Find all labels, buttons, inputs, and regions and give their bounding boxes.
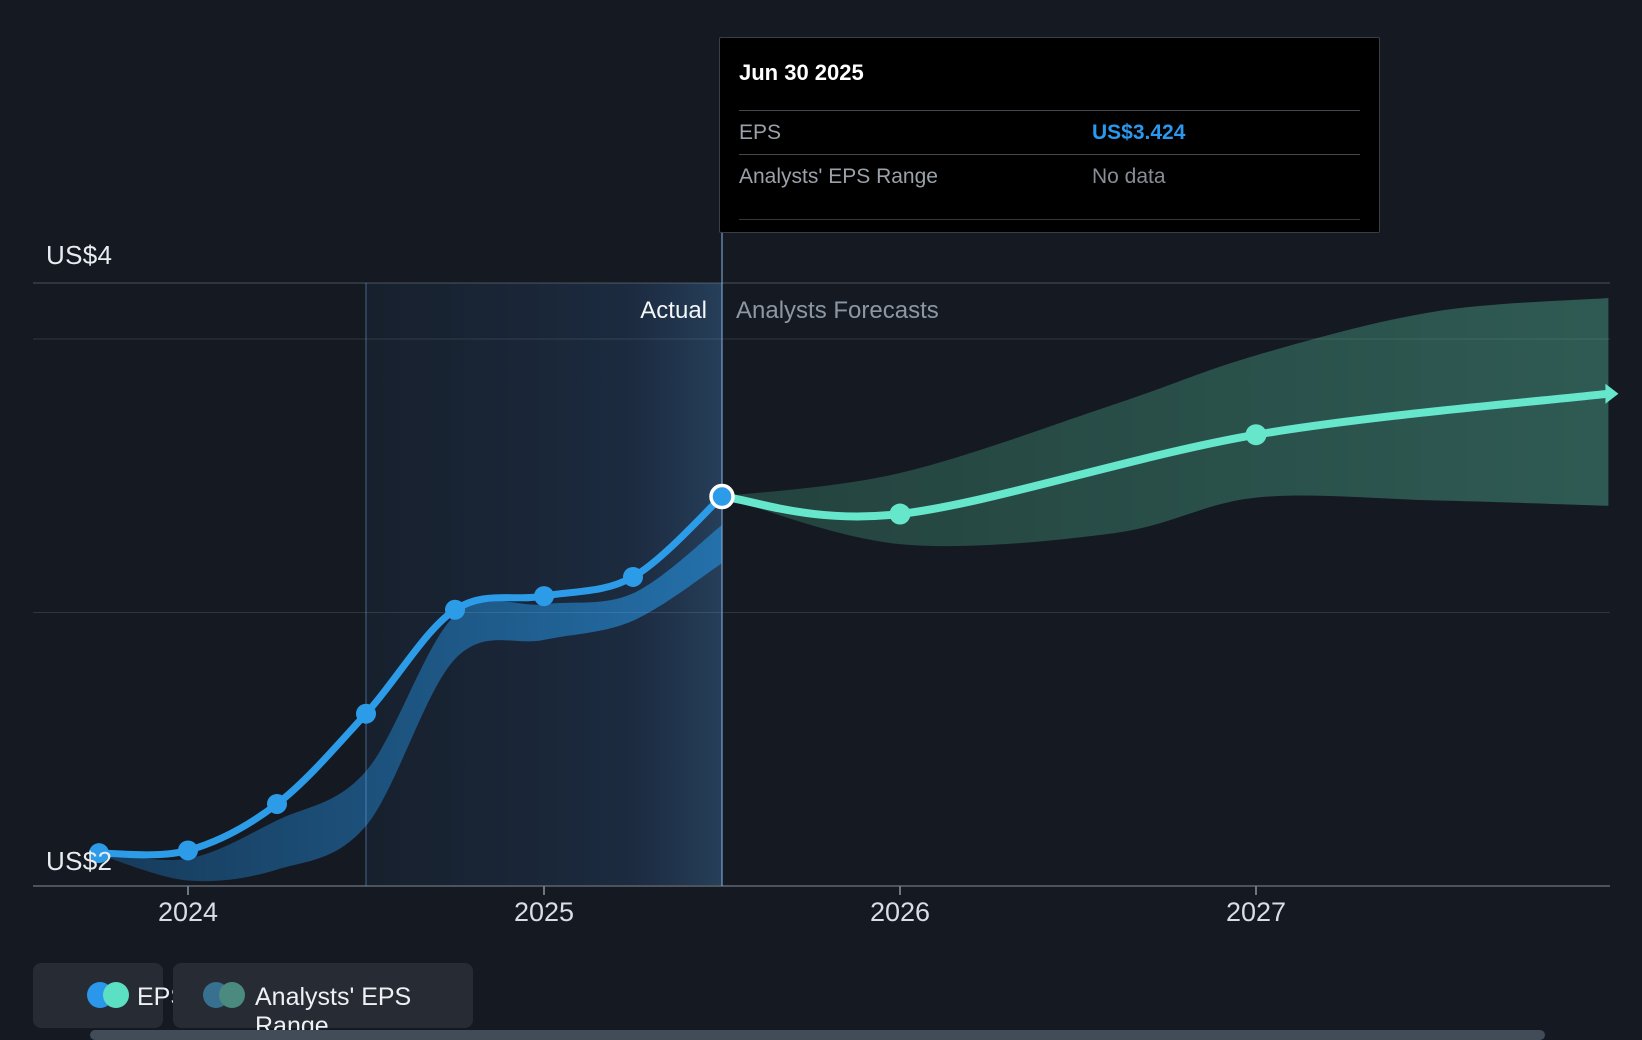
x-axis-label-2025: 2025	[513, 897, 575, 927]
actual-data-point	[267, 793, 287, 814]
forecast-data-point	[889, 503, 911, 525]
legend-toggle-eps-range[interactable]: Analysts' EPS Range	[173, 963, 473, 1040]
tooltip-eps-value: US$3.424	[1092, 121, 1186, 144]
actual-section-label: Actual	[640, 297, 707, 324]
range-teal-dot-icon	[219, 982, 245, 1008]
historical-eps-range-band	[99, 525, 722, 882]
actual-data-point	[534, 586, 554, 607]
tooltip-range-value: No data	[1092, 165, 1166, 188]
tooltip-date: Jun 30 2025	[739, 60, 864, 85]
y-axis-label-us4: US$4	[46, 240, 113, 270]
actual-data-point	[178, 840, 198, 861]
forecast-data-point	[1245, 424, 1267, 446]
data-points-layer[interactable]	[89, 424, 1267, 864]
actual-data-point	[445, 599, 465, 620]
tooltip-divider	[739, 154, 1360, 155]
legend-toggle-eps[interactable]: EPS	[33, 963, 187, 1028]
forecast-end-arrow-icon	[1605, 383, 1619, 404]
tooltip-range-label: Analysts' EPS Range	[739, 165, 938, 188]
forecast-eps-range-band	[722, 298, 1609, 547]
tooltip-divider	[739, 110, 1360, 111]
forecast-section-label: Analysts Forecasts	[736, 297, 939, 324]
eps-teal-dot-icon	[103, 982, 129, 1008]
x-axis-label-2027: 2027	[1225, 897, 1287, 927]
actual-data-point	[356, 703, 376, 724]
forecast-eps-line	[718, 389, 1613, 521]
timeline-scrollbar[interactable]	[90, 1030, 1545, 1040]
actual-data-point	[623, 566, 643, 587]
tooltip-eps-label: EPS	[739, 121, 782, 144]
tooltip: Jun 30 2025 EPS US$3.424 Analysts' EPS R…	[719, 37, 1380, 233]
range-bands-layer	[99, 298, 1609, 882]
gridlines-layer	[33, 233, 1610, 895]
selected-data-point	[709, 483, 735, 510]
y-axis-label-us2: US$2	[46, 846, 113, 876]
tooltip-divider	[739, 219, 1360, 220]
x-axis-label-2024: 2024	[157, 897, 219, 927]
legend-eps-range-label: Analysts' EPS Range	[255, 983, 412, 1040]
actual-data-point	[89, 843, 109, 864]
x-axis-label-2026: 2026	[869, 897, 931, 927]
